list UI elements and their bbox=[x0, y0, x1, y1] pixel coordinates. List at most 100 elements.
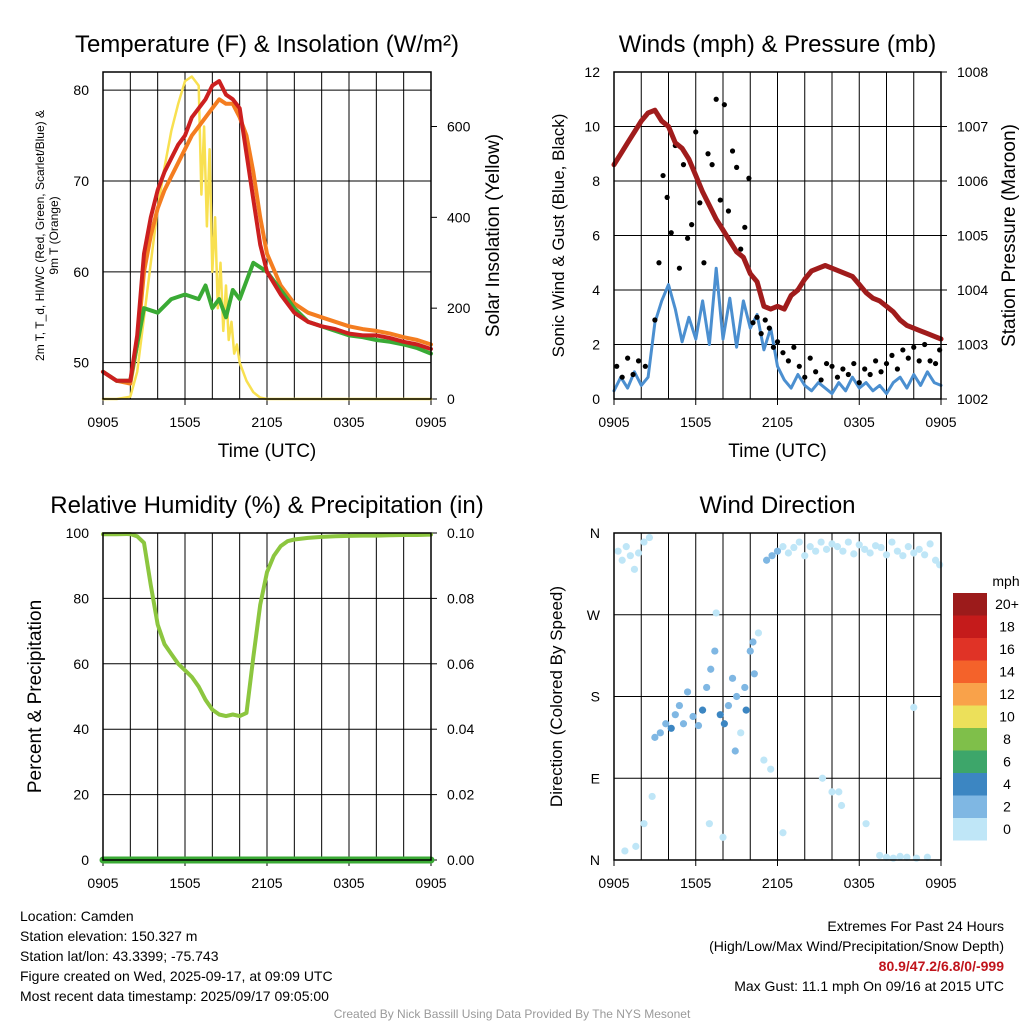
y-tick-label-left: 60 bbox=[73, 656, 89, 672]
gust-point bbox=[770, 344, 777, 350]
gust-point bbox=[705, 151, 711, 157]
wind-direction-point bbox=[839, 547, 847, 555]
wind-direction-point bbox=[767, 765, 775, 773]
station-latlon: Station lat/lon: 43.3399; -75.743 bbox=[20, 948, 219, 964]
gust-point bbox=[818, 377, 824, 383]
wind-direction-point bbox=[866, 549, 874, 557]
wind-direction-frame bbox=[613, 532, 942, 861]
gust-point bbox=[614, 363, 620, 369]
y-tick-label-right: 0.06 bbox=[447, 656, 474, 672]
gust-point bbox=[668, 230, 674, 236]
wind-direction-point bbox=[671, 711, 679, 719]
wind-direction-point bbox=[926, 540, 934, 548]
x-tick-label: 2105 bbox=[251, 875, 282, 891]
wind-direction-point bbox=[698, 706, 707, 714]
y-tick-label-right: 0.00 bbox=[447, 852, 474, 868]
wind-direction-point bbox=[741, 683, 749, 692]
temperature-title: Temperature (F) & Insolation (W/m²) bbox=[75, 31, 459, 58]
wind-direction-point bbox=[720, 720, 728, 728]
y-tick-label-right: 0 bbox=[447, 391, 455, 407]
colorbar-label: 14 bbox=[999, 664, 1015, 680]
gust-point bbox=[894, 366, 901, 372]
x-tick-label: 1505 bbox=[680, 875, 711, 891]
wind-direction-point bbox=[632, 842, 640, 850]
wind-direction-point bbox=[876, 851, 884, 860]
x-tick-label: 0905 bbox=[598, 414, 629, 430]
wind-direction-point bbox=[694, 721, 703, 730]
x-tick-label: 1505 bbox=[169, 414, 200, 430]
wind-direction-point bbox=[754, 629, 763, 637]
wind-direction-point bbox=[618, 556, 626, 564]
wind-direction-point bbox=[703, 683, 711, 692]
y-tick-label-left: 60 bbox=[73, 264, 89, 280]
wind-direction-point bbox=[716, 711, 724, 719]
colorbar-swatch bbox=[953, 683, 987, 706]
wind-direction-point bbox=[742, 706, 750, 714]
colorbar-title: mph bbox=[992, 573, 1019, 589]
colorbar-swatch bbox=[953, 705, 987, 728]
gust-point bbox=[802, 374, 808, 380]
wind-direction-point bbox=[822, 545, 831, 553]
colorbar-swatch bbox=[953, 593, 987, 616]
y-tick-label-left: 2 bbox=[592, 337, 600, 353]
wind-direction-point bbox=[768, 552, 776, 560]
gust-point bbox=[729, 148, 736, 154]
direction-tick-label: W bbox=[587, 607, 601, 623]
station-location: Location: Camden bbox=[20, 908, 134, 924]
wind-direction-point bbox=[812, 547, 820, 555]
wind-direction-point bbox=[645, 533, 654, 542]
wind-direction-title: Wind Direction bbox=[699, 492, 855, 519]
data-timestamp: Most recent data timestamp: 2025/09/17 0… bbox=[20, 988, 329, 1004]
wind-direction-point bbox=[790, 543, 798, 552]
wind-direction-point bbox=[626, 552, 634, 560]
gust-point bbox=[807, 355, 813, 361]
wind-direction-point bbox=[903, 853, 911, 861]
colorbar-swatch bbox=[953, 728, 987, 751]
humidity-title: Relative Humidity (%) & Precipitation (i… bbox=[50, 492, 483, 519]
colorbar-label: 4 bbox=[1003, 776, 1011, 792]
wind-direction-point bbox=[707, 665, 715, 673]
gust-point bbox=[932, 360, 939, 367]
wind-direction-point bbox=[936, 561, 944, 569]
gust-point bbox=[785, 358, 792, 364]
gust-point bbox=[754, 314, 760, 320]
wind-direction-point bbox=[773, 547, 782, 555]
x-tick-label: 0905 bbox=[598, 875, 629, 891]
wind-direction-point bbox=[850, 550, 858, 558]
figure-created: Figure created on Wed, 2025-09-17, at 09… bbox=[20, 968, 333, 984]
gust-point bbox=[738, 246, 744, 252]
wind-direction-point bbox=[675, 701, 684, 710]
y-tick-label-right: 1006 bbox=[957, 173, 988, 189]
colorbar-label: 0 bbox=[1003, 821, 1011, 837]
y-tick-label-right: 0.10 bbox=[447, 525, 474, 541]
gust-point bbox=[834, 374, 841, 380]
temp-9m-line bbox=[101, 97, 433, 386]
gust-point bbox=[746, 175, 752, 181]
temp-2m-line bbox=[101, 79, 433, 383]
colorbar-label: 16 bbox=[999, 641, 1015, 657]
wind-direction-point bbox=[648, 792, 656, 801]
station-elevation: Station elevation: 150.327 m bbox=[20, 928, 198, 944]
gust-point bbox=[750, 320, 756, 326]
wind-direction-point bbox=[662, 720, 670, 728]
wind-direction-point bbox=[779, 829, 787, 837]
wind-direction-point bbox=[921, 551, 929, 559]
gust-point bbox=[652, 317, 658, 323]
wind-direction-panel: N E S W N 0905 1505 2105 0305 0905 Wind Direction D… bbox=[547, 492, 957, 891]
colorbar: mph 20+ 18 16 14 12 10 8 6 4 2 0 bbox=[953, 573, 1020, 841]
wind-direction-point bbox=[818, 774, 827, 782]
wind-direction-point bbox=[862, 820, 870, 828]
y-tick-label-left: 0 bbox=[592, 391, 600, 407]
wind-direction-point bbox=[640, 538, 648, 546]
gust-point bbox=[900, 347, 906, 353]
gust-point bbox=[862, 366, 868, 372]
y-tick-label-right: 1005 bbox=[957, 228, 988, 244]
y-tick-label-right: 1004 bbox=[957, 282, 988, 298]
wind-direction-point bbox=[724, 701, 733, 710]
x-axis-title: Time (UTC) bbox=[218, 441, 317, 462]
wind-direction-point bbox=[923, 853, 931, 861]
gust-point bbox=[845, 371, 851, 378]
sonic-wind-line bbox=[612, 266, 943, 396]
gust-point bbox=[889, 352, 895, 358]
